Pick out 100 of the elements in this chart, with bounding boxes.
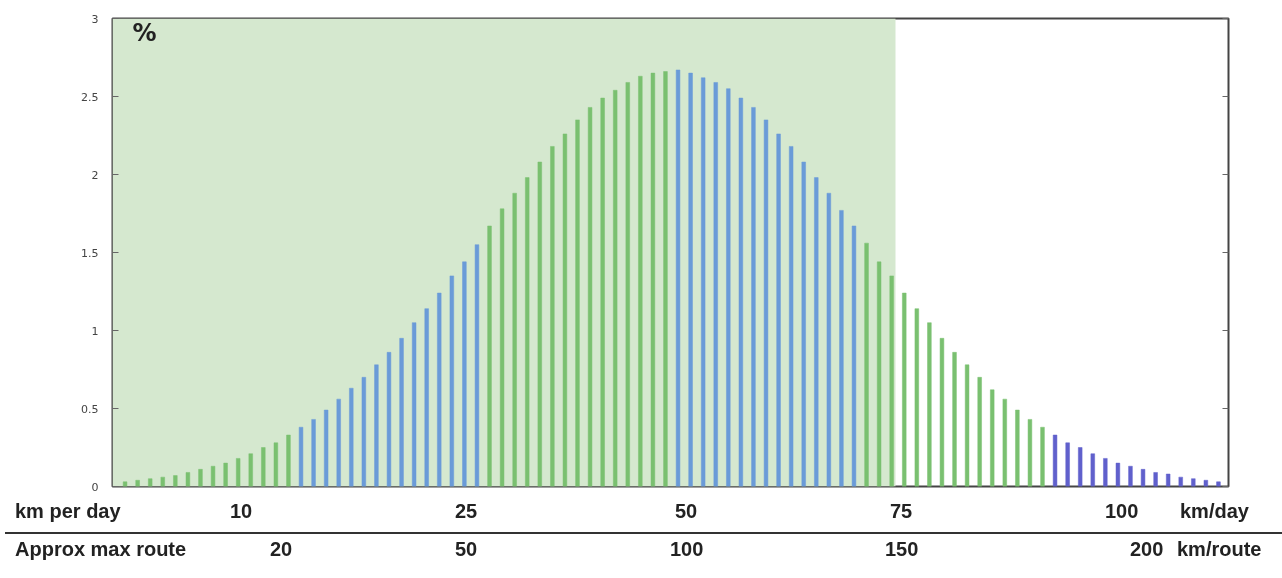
bar bbox=[1002, 398, 1007, 487]
bar bbox=[487, 225, 492, 487]
bar bbox=[349, 387, 354, 487]
bar bbox=[437, 292, 442, 487]
bar bbox=[525, 177, 530, 487]
y-tick-label: 2 bbox=[91, 168, 99, 182]
text: 100 bbox=[670, 537, 704, 562]
bar bbox=[1191, 478, 1196, 487]
bar bbox=[726, 88, 731, 487]
bar bbox=[311, 419, 316, 487]
bar bbox=[374, 364, 379, 487]
bar bbox=[713, 82, 718, 487]
bar bbox=[801, 161, 806, 487]
bar bbox=[1216, 481, 1221, 487]
bar bbox=[223, 462, 228, 487]
bar bbox=[851, 225, 857, 487]
bar bbox=[1178, 476, 1183, 487]
bar bbox=[399, 338, 404, 487]
y-tick-label: 0.5 bbox=[81, 402, 99, 416]
bar bbox=[751, 107, 756, 487]
bar bbox=[939, 338, 945, 487]
bar bbox=[411, 322, 417, 487]
bar bbox=[1027, 419, 1033, 487]
bar bbox=[198, 469, 203, 487]
bar bbox=[876, 261, 882, 487]
y-tick-label: 2.5 bbox=[81, 90, 99, 104]
bar bbox=[864, 242, 869, 487]
bar bbox=[361, 377, 366, 487]
y-axis-title: % bbox=[132, 18, 157, 47]
bar bbox=[261, 447, 266, 487]
bar bbox=[210, 465, 216, 487]
text: 20 bbox=[270, 537, 293, 562]
bar bbox=[814, 177, 819, 487]
bar bbox=[286, 434, 291, 487]
bar bbox=[575, 119, 580, 487]
bar bbox=[236, 458, 241, 487]
text: 50 bbox=[675, 499, 698, 524]
bar bbox=[499, 208, 505, 487]
bar bbox=[562, 133, 568, 487]
y-tick-label: 1 bbox=[91, 324, 99, 338]
bar bbox=[135, 480, 140, 487]
text: km/day bbox=[1180, 499, 1249, 524]
text: 200 bbox=[1130, 537, 1164, 562]
bar bbox=[902, 292, 907, 487]
bar bbox=[675, 69, 681, 487]
bar bbox=[826, 192, 831, 487]
bar bbox=[650, 72, 656, 487]
bar bbox=[449, 275, 454, 487]
text: Approx max route bbox=[15, 537, 187, 562]
text: 100 bbox=[1105, 499, 1139, 524]
bar bbox=[1040, 426, 1045, 487]
bar bbox=[613, 90, 618, 487]
bar bbox=[173, 475, 178, 487]
bar bbox=[763, 119, 769, 487]
bar bbox=[701, 77, 706, 487]
bar bbox=[185, 472, 191, 487]
text: 10 bbox=[230, 499, 253, 524]
bar bbox=[1140, 469, 1146, 487]
bar bbox=[160, 476, 165, 487]
text: km/route bbox=[1177, 537, 1262, 562]
bar bbox=[386, 352, 392, 487]
bar bbox=[1015, 409, 1020, 487]
bar bbox=[248, 453, 253, 487]
bar bbox=[336, 398, 341, 487]
bar bbox=[324, 409, 329, 487]
bar bbox=[889, 275, 894, 487]
bar bbox=[663, 71, 668, 487]
bar bbox=[512, 192, 517, 487]
bar bbox=[688, 72, 693, 487]
bar bbox=[122, 481, 128, 487]
bar bbox=[600, 97, 605, 487]
y-tick-label: 1.5 bbox=[81, 246, 99, 260]
bar bbox=[587, 107, 593, 487]
bar bbox=[1203, 480, 1209, 487]
bar bbox=[638, 75, 643, 487]
bar bbox=[977, 377, 982, 487]
bar bbox=[1065, 442, 1070, 487]
bar bbox=[1103, 458, 1108, 487]
text: 50 bbox=[455, 537, 478, 562]
bar bbox=[1128, 465, 1133, 487]
bar bbox=[1078, 447, 1083, 487]
text: 150 bbox=[885, 537, 919, 562]
bar bbox=[927, 322, 932, 487]
bar bbox=[1166, 473, 1171, 487]
bar bbox=[914, 308, 919, 487]
bar bbox=[474, 244, 480, 487]
bar bbox=[550, 146, 555, 487]
bar bbox=[273, 442, 279, 487]
bar bbox=[1052, 434, 1058, 487]
text: 25 bbox=[455, 499, 478, 524]
bar bbox=[738, 97, 744, 487]
bar bbox=[964, 364, 970, 487]
bar bbox=[789, 146, 794, 487]
bar bbox=[1090, 453, 1095, 487]
bar bbox=[424, 308, 429, 487]
bar bbox=[952, 352, 957, 487]
bar bbox=[148, 478, 153, 487]
bar bbox=[776, 133, 781, 487]
bar bbox=[625, 82, 630, 487]
y-tick-label: 0 bbox=[91, 480, 99, 494]
